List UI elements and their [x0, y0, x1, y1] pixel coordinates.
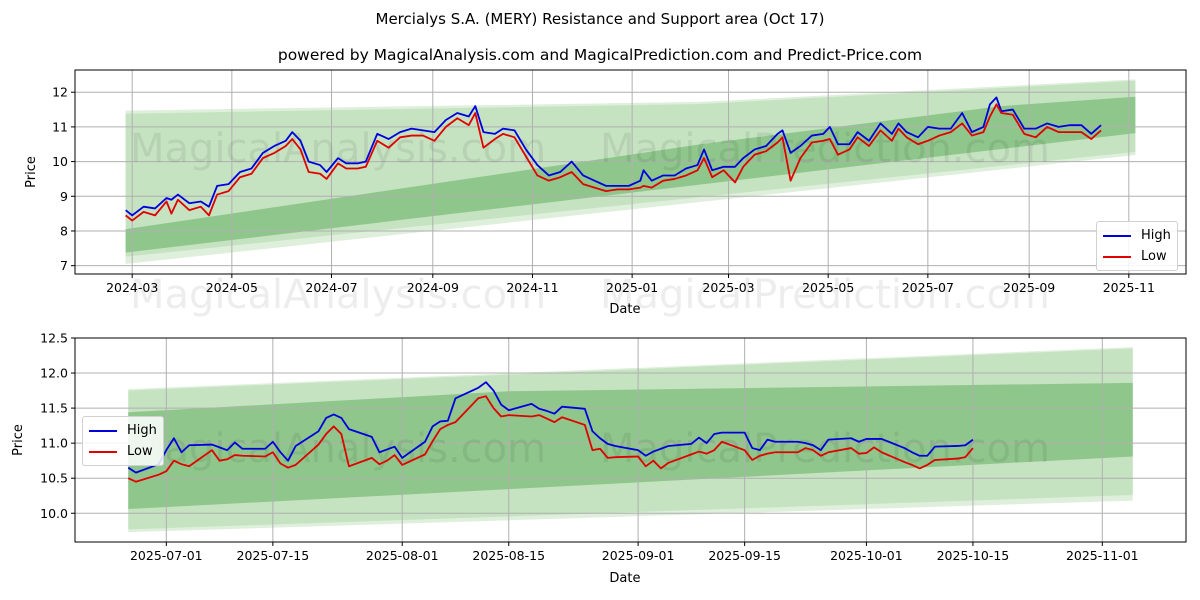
- x-tick-label: 2025-09-15: [708, 548, 781, 563]
- legend-item-high: High: [89, 420, 157, 441]
- legend-item-high: High: [1103, 225, 1171, 246]
- watermark: MagicalPrediction.com: [600, 126, 1050, 172]
- legend-label-high: High: [127, 423, 157, 438]
- legend-swatch-high: [89, 429, 117, 432]
- series-high-line: [127, 381, 974, 474]
- axes-frame: [74, 69, 1187, 275]
- series-low-line: [127, 395, 974, 483]
- chart-subtitle: powered by MagicalAnalysis.com and Magic…: [277, 46, 923, 64]
- y-tick-label: 10.0: [40, 506, 68, 521]
- axes-frame: [74, 337, 1187, 543]
- x-tick-label: 2024-05: [206, 280, 258, 295]
- x-tick-label: 2024-11: [506, 280, 558, 295]
- x-tick-label: 2025-07-01: [130, 548, 203, 563]
- band-dark: [128, 382, 1133, 510]
- x-tick-label: 2025-10-15: [937, 548, 1010, 563]
- y-tick-label: 7: [60, 258, 68, 273]
- watermark: MagicalPrediction.com: [600, 272, 1050, 318]
- legend-swatch-high: [1103, 234, 1131, 237]
- legend-label-low: Low: [127, 444, 153, 459]
- x-tick-label: 2025-05: [802, 280, 854, 295]
- chart-2: 2025-07-01 2025-07-15 2025-08-01 2025-08-15…: [11, 331, 1187, 586]
- y-axis-label: Price: [24, 156, 39, 188]
- y-axis-label: Price: [11, 424, 26, 456]
- x-tick-label: 2025-07-15: [237, 548, 310, 563]
- x-tick-label: 2025-07: [902, 280, 954, 295]
- x-tick-label: 2025-11-01: [1066, 548, 1139, 563]
- watermark: MagicalAnalysis.com: [130, 426, 546, 472]
- x-tick-label: 2025-01: [606, 280, 658, 295]
- x-axis-label: Date: [609, 302, 640, 317]
- band-dark: [125, 96, 1136, 253]
- x-tick-label: 2025-08-15: [472, 548, 545, 563]
- y-tick-label: 11: [52, 119, 68, 134]
- watermark: MagicalAnalysis.com: [130, 272, 546, 318]
- x-tick-label: 2024-07: [305, 280, 357, 295]
- x-tick-label: 2025-11: [1103, 280, 1155, 295]
- legend-item-low: Low: [1103, 246, 1171, 267]
- y-tick-label: 8: [60, 223, 68, 238]
- x-tick-label: 2025-09-01: [602, 548, 675, 563]
- y-tick-label: 12.5: [40, 331, 68, 346]
- series-high-line: [125, 96, 1102, 217]
- y-tick-label: 11.0: [40, 436, 68, 451]
- x-tick-label: 2025-10-01: [830, 548, 903, 563]
- legend-item-low: Low: [89, 441, 157, 462]
- legend-label-high: High: [1141, 228, 1171, 243]
- legend-swatch-low: [1103, 255, 1131, 258]
- y-tick-label: 10: [52, 154, 68, 169]
- x-tick-label: 2025-03: [702, 280, 754, 295]
- x-tick-label: 2025-08-01: [366, 548, 439, 563]
- y-tick-label: 12.0: [40, 366, 68, 381]
- legend-top: High Low: [1096, 221, 1178, 271]
- y-tick-label: 12: [52, 85, 68, 100]
- watermark: MagicalPrediction.com: [600, 426, 1050, 472]
- chart-title: Mercialys S.A. (MERY) Resistance and Sup…: [375, 10, 825, 28]
- x-axis-label: Date: [609, 571, 640, 586]
- legend-bottom: High Low: [82, 416, 164, 466]
- x-tick-label: 2024-03: [106, 280, 158, 295]
- x-tick-label: 2024-09: [407, 280, 459, 295]
- legend-swatch-low: [89, 450, 117, 453]
- y-tick-label: 11.5: [40, 401, 68, 416]
- y-tick-label: 9: [60, 189, 68, 204]
- legend-label-low: Low: [1141, 249, 1167, 264]
- x-tick-label: 2025-09: [1003, 280, 1055, 295]
- chart-1: 2024-03 2024-05 2024-07 2024-09 2024-11 2025-…: [24, 69, 1187, 318]
- series-low-line: [125, 103, 1102, 222]
- y-tick-label: 10.5: [40, 471, 68, 486]
